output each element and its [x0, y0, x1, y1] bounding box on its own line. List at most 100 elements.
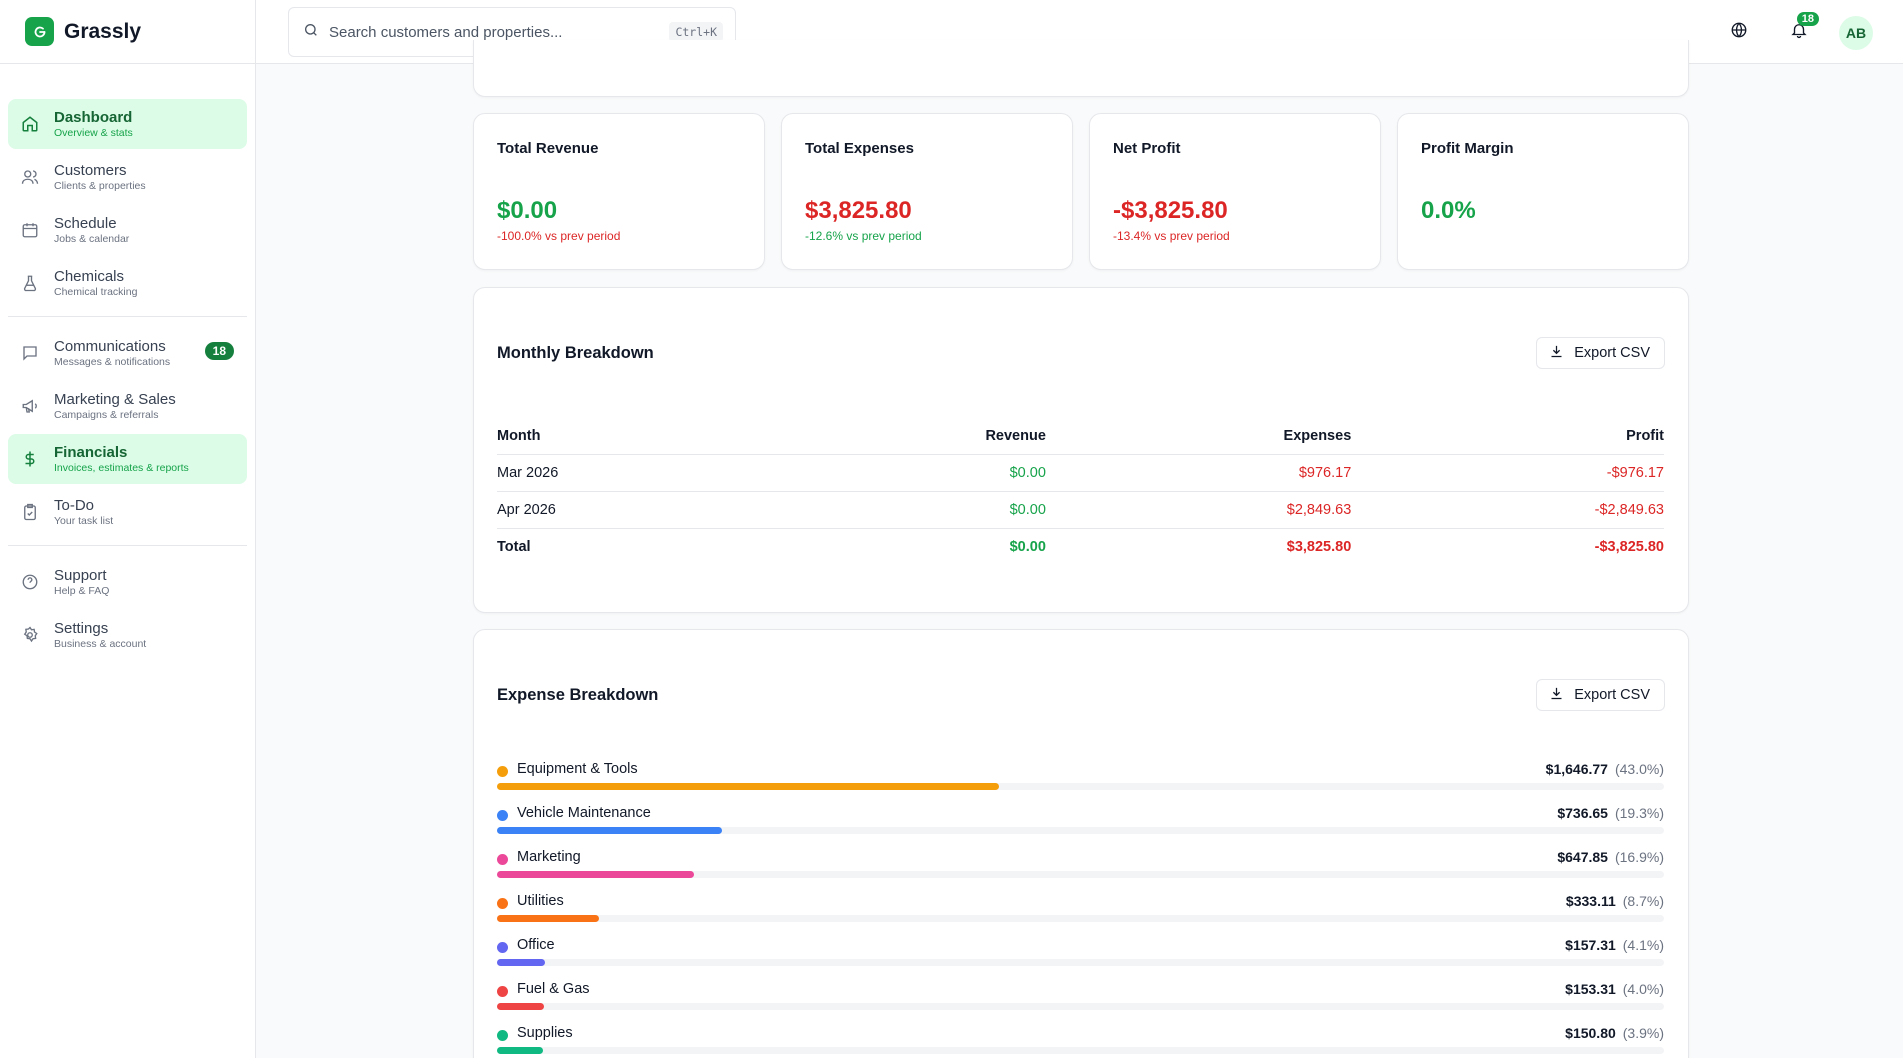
expense-row: Utilities $333.11 (8.7%): [497, 891, 1664, 927]
section-title: Expense Breakdown: [497, 686, 659, 704]
expense-bar-fill: [497, 783, 999, 790]
expense-value: $647.85: [1557, 849, 1608, 865]
export-csv-button[interactable]: Export CSV: [1536, 679, 1665, 711]
sidebar-item-support[interactable]: Support Help & FAQ: [8, 557, 247, 607]
brand[interactable]: Grassly: [0, 0, 255, 64]
sidebar-item-label: Settings: [54, 619, 109, 637]
expense-percent: (4.1%): [1622, 937, 1664, 953]
sidebar-item-label: Customers: [54, 161, 127, 179]
column-header: Revenue: [773, 418, 1046, 455]
expense-row: Fuel & Gas $153.31 (4.0%): [497, 979, 1664, 1015]
calendar-icon: [20, 220, 40, 240]
expense-value: $153.31: [1565, 981, 1616, 997]
sidebar-item-label: Dashboard: [54, 108, 133, 126]
stat-value: -$3,825.80: [1113, 197, 1228, 224]
revenue-cell: $0.00: [773, 491, 1046, 529]
search-input[interactable]: [329, 23, 659, 41]
download-icon: [1549, 686, 1574, 705]
expense-row: Marketing $647.85 (16.9%): [497, 847, 1664, 883]
expense-bar-fill: [497, 871, 695, 878]
sidebar-item-label: Financials: [54, 443, 128, 461]
sidebar-item-label: To-Do: [54, 496, 95, 514]
expense-amount: $333.11 (8.7%): [1566, 893, 1664, 909]
expense-bar-track: [497, 1047, 1664, 1054]
nav-divider: [8, 316, 247, 317]
table-total-row: Total $0.00 $3,825.80 -$3,825.80: [497, 528, 1664, 565]
export-label: Export CSV: [1574, 345, 1650, 361]
category-color-dot: [497, 942, 508, 953]
profit-cell: -$976.17: [1351, 454, 1664, 492]
expense-bar-track: [497, 827, 1664, 834]
expense-row: Vehicle Maintenance $736.65 (19.3%): [497, 803, 1664, 839]
users-icon: [20, 167, 40, 187]
expense-category: Supplies: [517, 1025, 573, 1041]
dollar-icon: [20, 449, 40, 469]
profit-cell: -$2,849.63: [1351, 491, 1664, 529]
section-title: Monthly Breakdown: [497, 344, 654, 362]
sidebar-item-financials[interactable]: Financials Invoices, estimates & reports: [8, 434, 247, 484]
expense-amount: $736.65 (19.3%): [1557, 805, 1664, 821]
grassly-logo-icon: [25, 17, 54, 46]
expense-value: $150.80: [1565, 1025, 1616, 1041]
sidebar-item-todo[interactable]: To-Do Your task list: [8, 487, 247, 537]
expense-amount: $157.31 (4.1%): [1565, 937, 1664, 953]
expense-row: Office $157.31 (4.1%): [497, 935, 1664, 971]
sidebar-item-communications[interactable]: Communications Messages & notifications 1…: [8, 328, 247, 378]
search-icon: [303, 22, 319, 43]
expense-bar-fill: [497, 915, 599, 922]
stat-title: Profit Margin: [1421, 140, 1514, 157]
expense-category: Utilities: [517, 893, 564, 909]
stat-value: $3,825.80: [805, 197, 912, 224]
sidebar-item-settings[interactable]: Settings Business & account: [8, 610, 247, 660]
stat-card-total-expenses: Total Expenses $3,825.80 -12.6% vs prev …: [781, 113, 1073, 270]
expense-bar-fill: [497, 1003, 544, 1010]
expense-category: Fuel & Gas: [517, 981, 590, 997]
globe-icon: [1730, 21, 1748, 44]
expense-percent: (16.9%): [1614, 849, 1664, 865]
avatar[interactable]: AB: [1839, 16, 1873, 50]
sidebar-item-sub: Overview & stats: [54, 126, 133, 139]
sidebar-item-marketing[interactable]: Marketing & Sales Campaigns & referrals: [8, 381, 247, 431]
download-icon: [1549, 344, 1574, 363]
notifications-button[interactable]: 18: [1784, 12, 1819, 47]
table-row: Mar 2026 $0.00 $976.17 -$976.17: [497, 454, 1664, 492]
expense-percent: (3.9%): [1622, 1025, 1664, 1041]
sidebar-item-sub: Messages & notifications: [54, 355, 171, 368]
stat-delta: -13.4% vs prev period: [1113, 229, 1230, 243]
stat-title: Total Revenue: [497, 140, 599, 157]
total-revenue-cell: $0.00: [1009, 538, 1046, 555]
sidebar-item-dashboard[interactable]: Dashboard Overview & stats: [8, 99, 247, 149]
message-icon: [20, 343, 40, 363]
expense-category: Equipment & Tools: [517, 761, 638, 777]
expenses-cell: $976.17: [1045, 454, 1352, 492]
sidebar-item-customers[interactable]: Customers Clients & properties: [8, 152, 247, 202]
stat-card-total-revenue: Total Revenue $0.00 -100.0% vs prev peri…: [473, 113, 765, 270]
sidebar-item-schedule[interactable]: Schedule Jobs & calendar: [8, 205, 247, 255]
help-circle-icon: [20, 572, 40, 592]
month-cell: Apr 2026: [497, 491, 774, 529]
total-profit-cell: -$3,825.80: [1594, 538, 1664, 555]
app-name: Grassly: [64, 19, 142, 43]
table-row: Apr 2026 $0.00 $2,849.63 -$2,849.63: [497, 491, 1664, 529]
expense-row: Supplies $150.80 (3.9%): [497, 1023, 1664, 1058]
category-color-dot: [497, 1030, 508, 1041]
expense-percent: (4.0%): [1622, 981, 1664, 997]
expense-percent: (43.0%): [1614, 761, 1664, 777]
previous-card: [473, 40, 1689, 97]
communications-badge: 18: [204, 342, 234, 360]
sidebar-item-chemicals[interactable]: Chemicals Chemical tracking: [8, 258, 247, 308]
month-cell: Mar 2026: [497, 454, 774, 492]
export-csv-button[interactable]: Export CSV: [1536, 337, 1665, 369]
monthly-breakdown-card: Monthly Breakdown Export CSV Month Reven…: [473, 287, 1689, 613]
expense-amount: $1,646.77 (43.0%): [1546, 761, 1664, 777]
expense-bar-fill: [497, 959, 545, 966]
expense-bar-track: [497, 915, 1664, 922]
language-button[interactable]: [1724, 17, 1754, 47]
gear-icon: [20, 625, 40, 645]
stat-delta: -12.6% vs prev period: [805, 229, 922, 243]
notification-count-badge: 18: [1796, 12, 1819, 26]
stat-title: Total Expenses: [805, 140, 914, 157]
expense-value: $157.31: [1565, 937, 1616, 953]
expense-amount: $153.31 (4.0%): [1565, 981, 1664, 997]
sidebar: Grassly Dashboard Overview & stats Custom…: [0, 0, 256, 1058]
